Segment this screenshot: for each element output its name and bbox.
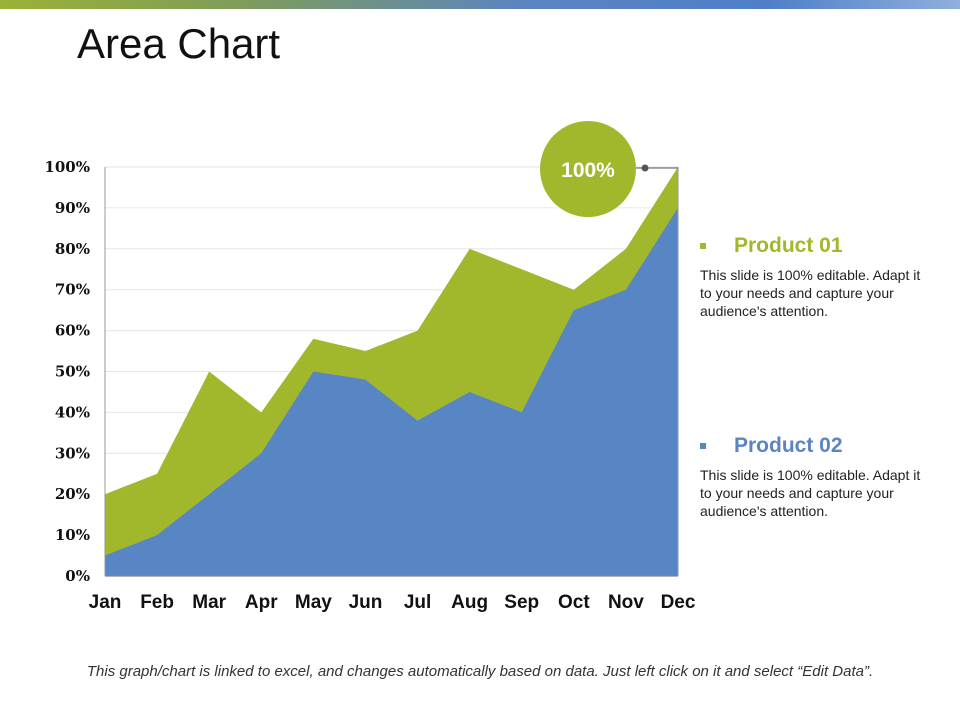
y-tick-label: 100% — [44, 158, 90, 176]
legend-bullet-icon — [700, 243, 706, 249]
x-tick-label: Aug — [451, 592, 488, 613]
x-tick-label: Jan — [89, 592, 122, 613]
y-tick-label: 40% — [55, 403, 90, 421]
x-tick-label: Jul — [404, 592, 431, 613]
legend-product-01: Product 01 This slide is 100% editable. … — [700, 232, 930, 320]
legend-description: This slide is 100% editable. Adapt it to… — [700, 467, 921, 519]
callout-dot — [641, 164, 649, 172]
y-tick-label: 20% — [55, 485, 90, 503]
y-tick-label: 0% — [65, 567, 90, 585]
y-tick-label: 80% — [55, 240, 90, 258]
y-tick-label: 50% — [55, 363, 90, 381]
x-tick-label: Oct — [558, 592, 590, 613]
x-tick-label: Sep — [504, 592, 539, 613]
x-tick-label: Nov — [608, 592, 644, 613]
callout-circle — [540, 121, 636, 217]
slide-title: Area Chart — [77, 20, 281, 67]
legend-product-02: Product 02 This slide is 100% editable. … — [700, 432, 930, 520]
legend-name: Product 01 — [734, 234, 843, 257]
y-tick-label: 70% — [55, 281, 90, 299]
legend-description: This slide is 100% editable. Adapt it to… — [700, 267, 921, 319]
legend-bullet-icon — [700, 443, 706, 449]
callout-label: 100% — [561, 159, 615, 182]
x-tick-label: Apr — [245, 592, 278, 613]
area-series-2 — [105, 207, 678, 576]
y-tick-label: 10% — [55, 526, 90, 544]
x-tick-label: Jun — [349, 592, 383, 613]
y-tick-label: 60% — [55, 322, 90, 340]
x-tick-label: Mar — [192, 592, 226, 613]
x-tick-label: Dec — [661, 592, 696, 613]
y-tick-label: 90% — [55, 199, 90, 217]
x-tick-label: May — [295, 592, 332, 613]
top-accent-bar — [0, 0, 960, 9]
x-tick-label: Feb — [140, 592, 174, 613]
footer-note: This graph/chart is linked to excel, and… — [86, 663, 874, 680]
y-tick-label: 30% — [55, 444, 90, 462]
legend-name: Product 02 — [734, 434, 843, 457]
